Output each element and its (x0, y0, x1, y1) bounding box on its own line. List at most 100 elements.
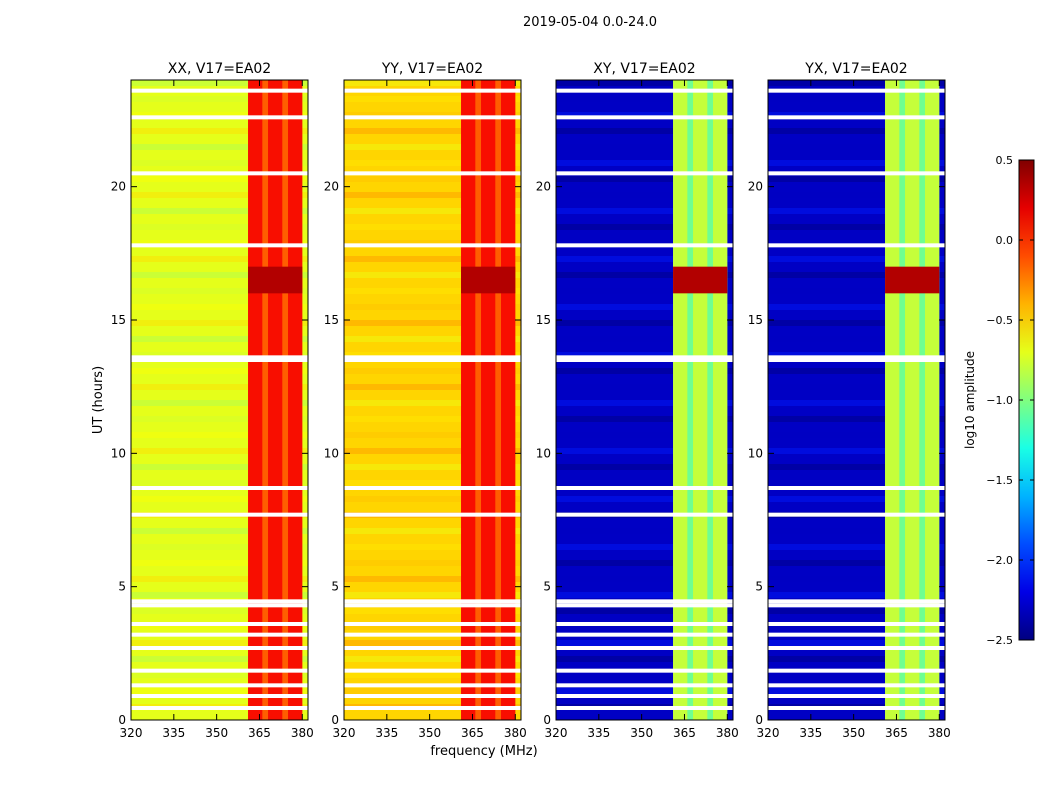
gap-row (556, 668, 733, 673)
heatmap-texture (131, 448, 308, 454)
gap-row (131, 668, 308, 673)
heatmap-texture (131, 304, 308, 310)
heatmap-texture (131, 128, 308, 134)
heatmap-texture (131, 528, 308, 534)
y-tick-label: 5 (543, 580, 551, 594)
gap-row (556, 599, 733, 604)
heatmap-texture (131, 224, 308, 230)
heatmap-texture (556, 192, 733, 198)
heatmap-texture (556, 176, 733, 182)
gap-row (344, 694, 521, 698)
axes-frame (343, 79, 522, 721)
gap-row (131, 683, 308, 688)
heatmap-texture (131, 112, 308, 118)
y-tick-label: 20 (748, 180, 763, 194)
panel-title: YY, V17=EA02 (381, 61, 483, 77)
axes-frame (130, 79, 309, 721)
gap-row (768, 603, 945, 608)
heatmap-texture (344, 240, 521, 246)
heatmap-texture (131, 336, 308, 342)
heatmap-texture (344, 528, 521, 534)
y-tick-label: 20 (536, 180, 551, 194)
heatmap-texture (344, 208, 521, 214)
heatmap-texture (131, 320, 308, 326)
gap-row (556, 486, 733, 490)
colorbar-tick-label: −1.0 (986, 394, 1013, 407)
x-tick-label: 350 (418, 726, 441, 740)
heatmap-texture (344, 80, 521, 86)
heatmap-texture (131, 352, 308, 358)
x-tick-label: 320 (757, 726, 780, 740)
gap-row (344, 512, 521, 517)
gap-row (556, 603, 733, 608)
heatmap-texture (768, 208, 945, 214)
heatmap-texture (556, 224, 733, 230)
heatmap-texture (556, 608, 733, 614)
gap-row (344, 88, 521, 93)
heatmap-texture (556, 80, 733, 86)
y-tick-label: 10 (111, 446, 126, 460)
gap-row (344, 355, 521, 360)
heatmap-texture (344, 288, 521, 294)
y-tick-label: 5 (118, 580, 126, 594)
heatmap-texture (131, 624, 308, 630)
gap-row (556, 171, 733, 176)
heatmap-texture (556, 640, 733, 646)
heatmap-texture (768, 192, 945, 198)
heatmap-texture (131, 400, 308, 406)
heatmap-texture (344, 144, 521, 150)
heatmap-texture (131, 672, 308, 678)
gap-row (556, 706, 733, 710)
heatmap-texture (556, 112, 733, 118)
heatmap-texture (131, 288, 308, 294)
heatmap-texture (131, 592, 308, 598)
heatmap-texture (768, 592, 945, 598)
rfi-column (461, 80, 476, 720)
rfi-column (713, 80, 728, 720)
gap-row (768, 355, 945, 360)
gap-row (768, 512, 945, 517)
heatmap-texture (768, 176, 945, 182)
heatmap-texture (344, 416, 521, 422)
gap-row (768, 646, 945, 650)
rfi-column (288, 80, 303, 720)
colorbar-tick-label: 0.0 (996, 234, 1014, 247)
x-axis-label: frequency (MHz) (430, 744, 537, 759)
gap-row (768, 632, 945, 637)
heatmap-texture (344, 352, 521, 358)
heatmap-texture (556, 256, 733, 262)
gap-row (556, 683, 733, 688)
heatmap-texture (131, 560, 308, 566)
heatmap-texture (344, 256, 521, 262)
heatmap-texture (131, 208, 308, 214)
heatmap-texture (556, 496, 733, 502)
heatmap-texture (344, 576, 521, 582)
heatmap-texture (768, 416, 945, 422)
colorbar-label: log10 amplitude (963, 351, 977, 449)
heatmap-texture (344, 160, 521, 166)
x-tick-label: 365 (461, 726, 484, 740)
gap-row (768, 88, 945, 93)
heatmap-texture (344, 128, 521, 134)
x-tick-label: 365 (248, 726, 271, 740)
heatmap-texture (768, 448, 945, 454)
x-tick-label: 350 (842, 726, 865, 740)
rfi-burst (461, 266, 516, 294)
heatmap-texture (344, 464, 521, 470)
gap-row (131, 512, 308, 517)
heatmap-texture (768, 400, 945, 406)
gap-row (768, 599, 945, 604)
heatmap-texture (344, 272, 521, 278)
heatmap-texture (768, 304, 945, 310)
x-tick-label: 335 (375, 726, 398, 740)
panel-title: YX, V17=EA02 (804, 61, 907, 77)
heatmap-texture (556, 448, 733, 454)
rfi-burst (248, 266, 303, 294)
heatmap-texture (556, 96, 733, 102)
heatmap-texture (768, 240, 945, 246)
gap-row (131, 603, 308, 608)
gap-row (344, 243, 521, 248)
heatmap-texture (768, 688, 945, 694)
heatmap-texture (556, 272, 733, 278)
